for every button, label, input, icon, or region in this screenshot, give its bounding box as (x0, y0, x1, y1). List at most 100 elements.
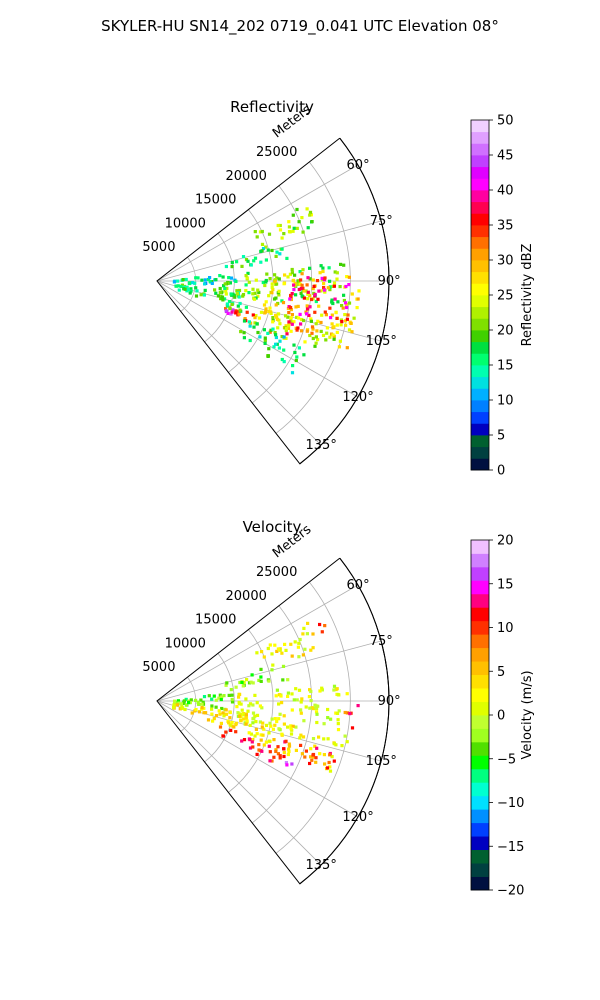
echo-pixel (238, 680, 242, 685)
echo-pixel (300, 317, 304, 322)
echo-pixel (210, 281, 214, 285)
echo-pixel (320, 686, 324, 690)
echo-pixel (289, 329, 293, 333)
echo-pixel (304, 749, 308, 753)
echo-pixel (172, 280, 176, 284)
echo-pixel (245, 310, 249, 314)
echo-pixel (318, 689, 322, 693)
colorbar-segment (471, 446, 489, 459)
echo-pixel (248, 324, 252, 328)
echo-pixel (242, 319, 247, 323)
echo-pixel (280, 357, 284, 362)
colorbar-segment (471, 593, 489, 608)
echo-pixel (258, 335, 262, 339)
echo-pixel (240, 680, 244, 684)
echo-pixel (248, 738, 252, 742)
echo-pixel (323, 762, 327, 766)
echo-pixel (283, 273, 287, 277)
echo-pixel (212, 717, 216, 721)
echo-pixel (225, 302, 229, 306)
echo-pixel (304, 289, 308, 293)
echo-pixel (238, 301, 242, 306)
echo-pixel (264, 723, 269, 727)
echo-pixel (310, 297, 314, 302)
colorbar-segment (471, 795, 489, 810)
echo-pixel (229, 688, 233, 692)
echo-pixel (274, 748, 278, 752)
panel-title: Reflectivity (230, 98, 314, 116)
echo-pixel (219, 697, 223, 702)
echo-pixel (249, 680, 253, 684)
echo-pixel (329, 316, 333, 320)
echo-pixel (273, 643, 277, 647)
echo-pixel (356, 297, 360, 301)
echo-pixel (299, 733, 303, 737)
echo-pixel (237, 312, 241, 316)
echo-pixel (208, 280, 212, 284)
echo-pixel (299, 322, 303, 326)
echo-pixel (236, 310, 240, 314)
echo-pixel (301, 653, 305, 657)
echo-pixel (274, 254, 278, 258)
echo-pixel (252, 259, 256, 263)
echo-cell (255, 621, 315, 667)
echo-pixel (332, 337, 336, 341)
echo-pixel (238, 308, 242, 312)
echo-pixel (255, 651, 259, 655)
echo-pixel (345, 711, 349, 715)
echo-pixel (303, 340, 307, 344)
echo-pixel (320, 688, 324, 692)
echo-pixel (267, 232, 272, 236)
range-tick-label: 20000 (226, 589, 267, 604)
echo-pixel (256, 330, 260, 335)
colorbar-segment (471, 225, 489, 238)
range-tick-label: 10000 (165, 216, 206, 231)
echo-pixel (259, 667, 263, 671)
echo-pixel (294, 687, 298, 691)
range-ring (228, 209, 274, 373)
echo-pixel (234, 279, 238, 283)
azimuth-gridline (156, 164, 359, 282)
echo-pixel (255, 701, 259, 705)
echo-pixel (288, 272, 292, 276)
echo-pixel (224, 708, 228, 712)
azimuth-tick-label: 120° (342, 810, 373, 825)
echo-pixel (294, 725, 298, 729)
echo-pixel (287, 742, 291, 746)
echo-pixel (293, 350, 297, 355)
echo-pixel (254, 314, 258, 318)
echo-pixel (318, 752, 322, 756)
echo-cell (287, 276, 351, 324)
echo-pixel (305, 307, 310, 311)
echo-pixel (299, 700, 303, 704)
echo-pixel (244, 305, 248, 309)
echo-pixel (344, 305, 349, 310)
echo-pixel (240, 708, 244, 712)
echo-pixel (282, 282, 286, 286)
echo-pixel (309, 648, 313, 652)
echo-pixel (268, 277, 272, 281)
echo-pixel (323, 310, 327, 314)
echo-pixel (309, 747, 313, 751)
echo-pixel (297, 287, 301, 292)
echo-pixel (305, 304, 309, 308)
echo-cell (224, 308, 235, 316)
echo-pixel (204, 711, 208, 715)
velocity-panel: Velocity500010000150002000025000Meters60… (142, 518, 535, 899)
echo-pixel (292, 698, 296, 702)
colorbar-tick-label: −20 (497, 884, 524, 899)
echo-pixel (317, 289, 321, 293)
echo-pixel (253, 230, 257, 234)
echo-pixel (218, 286, 222, 291)
echo-pixel (244, 713, 248, 717)
echo-pixel (332, 281, 337, 285)
echo-pixel (305, 312, 309, 316)
echo-pixel (284, 739, 288, 743)
echo-pixel (244, 716, 248, 720)
echo-pixel (283, 642, 287, 646)
echo-pixel (246, 259, 250, 263)
echo-pixel (244, 722, 248, 726)
echo-pixel (191, 281, 195, 285)
echo-pixel (197, 710, 202, 714)
echo-pixel (176, 284, 180, 288)
